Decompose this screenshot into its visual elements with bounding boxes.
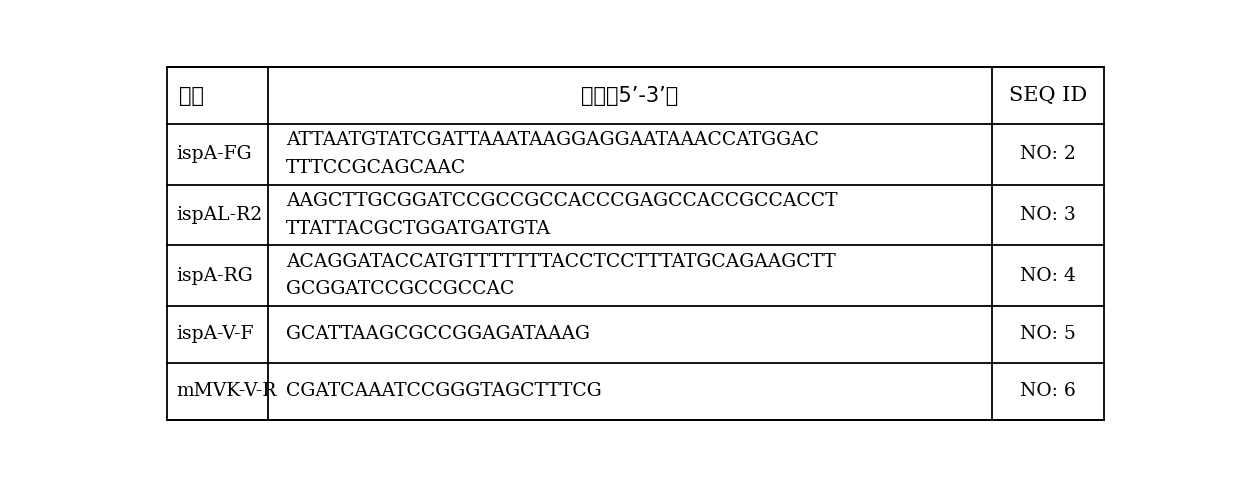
Text: TTATTACGCTGGATGATGTA: TTATTACGCTGGATGATGTA	[286, 220, 551, 238]
Text: ispA-FG: ispA-FG	[176, 146, 252, 163]
Text: 引物: 引物	[179, 86, 203, 106]
Text: NO: 2: NO: 2	[1021, 146, 1076, 163]
Text: NO: 6: NO: 6	[1021, 382, 1076, 400]
Text: ispAL-R2: ispAL-R2	[176, 206, 263, 224]
Text: GCGGATCCGCCGCCAC: GCGGATCCGCCGCCAC	[286, 281, 515, 298]
Text: mMVK-V-R: mMVK-V-R	[176, 382, 277, 400]
Text: ispA-V-F: ispA-V-F	[176, 325, 254, 343]
Text: NO: 3: NO: 3	[1021, 206, 1076, 224]
Text: SEQ ID: SEQ ID	[1009, 86, 1087, 105]
Text: TTTCCGCAGCAAC: TTTCCGCAGCAAC	[286, 159, 466, 177]
Text: CGATCAAATCCGGGTAGCTTTCG: CGATCAAATCCGGGTAGCTTTCG	[286, 382, 601, 400]
Text: ACAGGATACCATGTTTTTTTACCTCCTTTATGCAGAAGCTT: ACAGGATACCATGTTTTTTTACCTCCTTTATGCAGAAGCT…	[286, 253, 836, 270]
Text: NO: 4: NO: 4	[1021, 267, 1076, 284]
Text: AAGCTTGCGGATCCGCCGCCACCCGAGCCACCGCCACCT: AAGCTTGCGGATCCGCCGCCACCCGAGCCACCGCCACCT	[286, 192, 837, 210]
Text: ispA-RG: ispA-RG	[176, 267, 253, 284]
Text: NO: 5: NO: 5	[1021, 325, 1076, 343]
Text: GCATTAAGCGCCGGAGATAAAG: GCATTAAGCGCCGGAGATAAAG	[286, 325, 590, 343]
Text: 序列（5’-3’）: 序列（5’-3’）	[582, 86, 678, 106]
Text: ATTAATGTATCGATTAAATAAGGAGGAATAAACCATGGAC: ATTAATGTATCGATTAAATAAGGAGGAATAAACCATGGAC	[286, 132, 818, 149]
